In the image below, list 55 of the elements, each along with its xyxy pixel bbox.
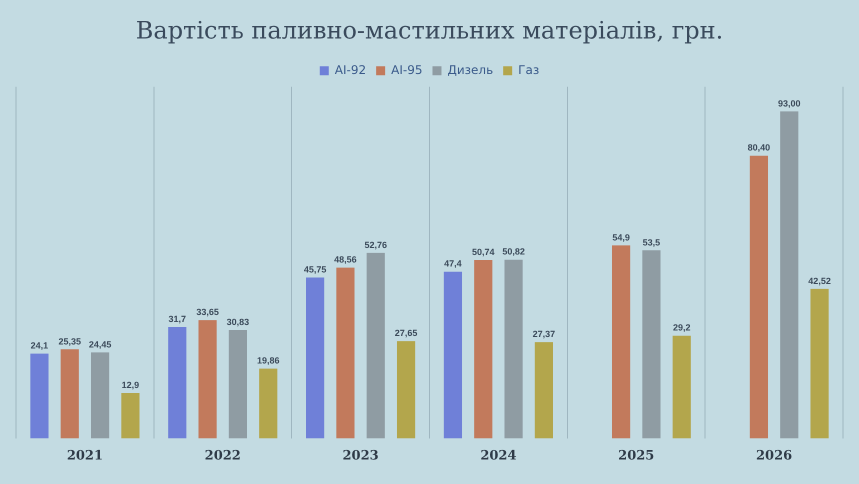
bar	[810, 288, 829, 438]
bar	[121, 393, 140, 438]
data-label: 50,74	[472, 246, 495, 257]
bar	[750, 156, 768, 438]
x-tick-label: 2021	[66, 448, 104, 464]
bar	[534, 342, 553, 438]
data-label: 52,76	[364, 240, 388, 250]
bar	[504, 260, 523, 438]
legend-label: Дизель	[447, 62, 494, 77]
legend-label: AI-95	[391, 62, 422, 77]
bar	[642, 250, 661, 438]
bar	[396, 341, 416, 438]
bar	[60, 349, 79, 438]
bar	[198, 320, 217, 438]
data-label: 54,9	[612, 232, 630, 242]
bar	[228, 330, 248, 438]
data-label: 93,00	[778, 98, 801, 108]
data-label: 24,45	[88, 339, 112, 350]
bar	[336, 268, 355, 438]
legend-label: Газ	[518, 62, 540, 77]
x-tick-label: 2022	[204, 448, 241, 464]
x-tick-label: 2023	[342, 448, 379, 464]
data-label: 27,65	[394, 328, 418, 338]
data-label: 47,4	[444, 258, 462, 269]
bar	[474, 260, 492, 438]
bar	[672, 336, 691, 438]
bar	[168, 326, 186, 438]
bar	[259, 368, 278, 438]
bar	[306, 278, 324, 438]
data-label: 45,75	[304, 264, 326, 275]
data-label: 29,2	[672, 322, 690, 333]
bar	[366, 252, 385, 438]
data-label: 42,52	[808, 276, 831, 286]
data-label: 33,65	[196, 307, 219, 318]
bar	[780, 111, 798, 438]
bar	[90, 352, 110, 438]
data-label: 25,35	[58, 336, 82, 346]
data-label: 19,86	[256, 356, 280, 366]
bar	[30, 354, 49, 438]
data-label: 31,7	[168, 314, 186, 324]
data-label: 12,9	[122, 380, 140, 390]
data-label: 53,5	[642, 237, 660, 248]
x-tick-label: 2024	[480, 448, 517, 464]
data-label: 80,40	[748, 142, 770, 153]
data-label: 27,37	[532, 329, 556, 340]
x-tick-label: 2026	[756, 448, 792, 464]
legend-label: AI-92	[334, 62, 366, 77]
x-tick-label: 2025	[618, 448, 654, 464]
data-label: 24,1	[30, 340, 48, 351]
bar	[444, 272, 462, 438]
chart-title: Вартість паливно-мастильних матеріалів, грн.	[136, 16, 724, 45]
data-label: 50,82	[502, 246, 525, 257]
data-label: 48,56	[334, 254, 357, 265]
data-label: 30,83	[226, 316, 250, 327]
bar	[612, 245, 630, 438]
